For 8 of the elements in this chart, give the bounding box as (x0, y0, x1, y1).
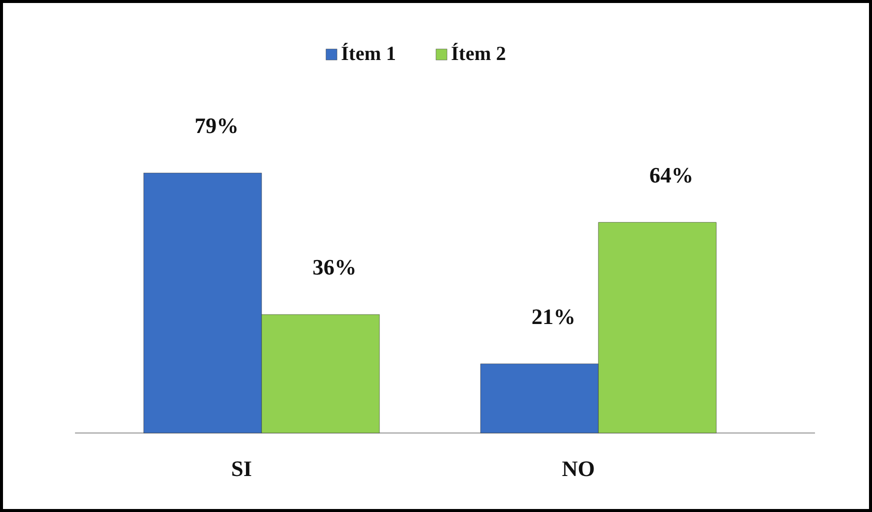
data-label: 21% (531, 304, 576, 329)
data-label: 79% (194, 113, 239, 138)
x-tick-label: SI (231, 456, 252, 481)
data-label: 36% (312, 254, 357, 280)
legend-label: Ítem 1 (341, 42, 396, 65)
x-tick-label: NO (562, 456, 595, 481)
data-label: 64% (649, 162, 694, 188)
legend-label: Ítem 2 (451, 42, 506, 65)
